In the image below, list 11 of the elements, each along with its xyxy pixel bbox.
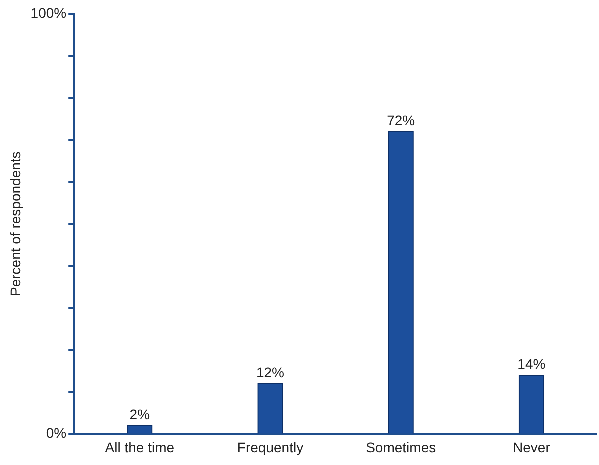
- y-tick-label: 0%: [46, 425, 67, 442]
- data-label: 12%: [256, 364, 285, 381]
- x-tick-label: Frequently: [237, 439, 304, 456]
- data-label: 14%: [518, 356, 546, 372]
- x-tick-label: All the time: [105, 439, 175, 456]
- x-tick-label: Sometimes: [366, 439, 436, 456]
- y-tick-label: 100%: [30, 4, 67, 21]
- data-label: 2%: [130, 406, 150, 423]
- x-tick-label: Never: [513, 439, 551, 456]
- data-label: 72%: [387, 112, 416, 129]
- y-axis-title: Percent of respondents: [7, 152, 24, 296]
